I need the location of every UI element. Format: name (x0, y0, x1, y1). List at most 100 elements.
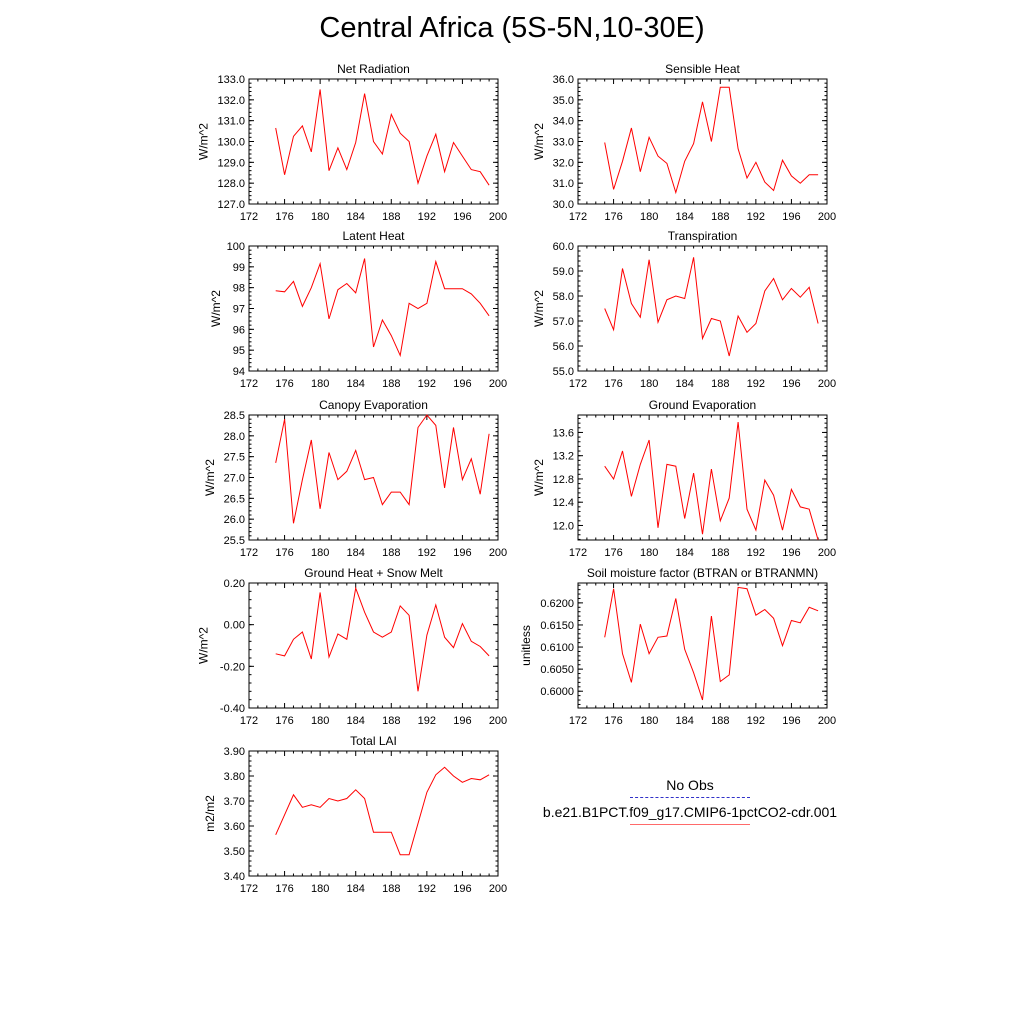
y-tick-label: 59.0 (553, 266, 574, 278)
y-axis-label: m2/m2 (203, 795, 217, 832)
y-tick-label: 12.0 (553, 520, 574, 532)
x-tick-label: 180 (640, 715, 658, 727)
chart-title: Sensible Heat (665, 62, 740, 76)
y-tick-label: 130.0 (217, 137, 245, 149)
x-tick-label: 196 (453, 378, 471, 390)
y-tick-label: 27.0 (224, 473, 245, 485)
legend-label-obs: No Obs (666, 777, 714, 793)
x-tick-label: 192 (747, 378, 765, 390)
x-tick-label: 192 (418, 883, 436, 895)
series-line-1 (604, 86, 819, 195)
x-tick-label: 192 (418, 715, 436, 727)
series-line-1 (604, 586, 819, 701)
x-tick-label: 176 (275, 378, 293, 390)
chart-panel-7: Ground Heat + Snow Melt 172 176 180 184 188 19… (197, 566, 508, 727)
y-tick-label: 97 (233, 304, 245, 316)
x-tick-label: 196 (782, 211, 800, 223)
y-tick-label: 0.6000 (540, 686, 574, 698)
chart-panel-2: Sensible Heat 172 176 180 184 188 192 196 200 30.… (532, 62, 836, 223)
y-tick-label: 0.6200 (540, 598, 574, 610)
series-line-1 (275, 766, 490, 856)
y-tick-label: 131.0 (217, 116, 245, 128)
x-tick-label: 188 (711, 378, 729, 390)
y-tick-label: 3.90 (224, 746, 245, 758)
y-tick-label: 0.6100 (540, 642, 574, 654)
x-tick-label: 192 (418, 378, 436, 390)
x-tick-label: 200 (818, 378, 836, 390)
x-tick-label: 200 (489, 211, 507, 223)
x-tick-label: 196 (453, 715, 471, 727)
y-axis-label: W/m^2 (209, 290, 223, 327)
chart-title: Net Radiation (337, 62, 410, 76)
x-tick-label: 200 (489, 883, 507, 895)
x-tick-label: 192 (418, 547, 436, 559)
plot-frame (248, 582, 499, 709)
y-tick-label: 99 (233, 262, 245, 274)
y-tick-label: 36.0 (553, 74, 574, 86)
x-tick-label: 196 (453, 211, 471, 223)
x-tick-label: 196 (453, 547, 471, 559)
y-tick-label: 94 (233, 366, 245, 378)
y-tick-label: 26.5 (224, 493, 245, 505)
y-axis-label: unitless (519, 625, 533, 666)
y-tick-label: 35.0 (553, 95, 574, 107)
y-tick-label: 3.60 (224, 821, 245, 833)
y-tick-label: 0.20 (224, 578, 245, 590)
x-tick-label: 200 (489, 378, 507, 390)
x-tick-label: 184 (347, 883, 365, 895)
x-tick-label: 188 (382, 211, 400, 223)
x-tick-label: 180 (311, 715, 329, 727)
legend-line-obs (630, 797, 750, 798)
y-tick-label: 12.4 (553, 497, 574, 509)
x-tick-label: 196 (782, 378, 800, 390)
plot-frame (248, 750, 499, 877)
x-tick-label: 176 (275, 883, 293, 895)
x-tick-label: 176 (604, 211, 622, 223)
x-tick-label: 200 (818, 715, 836, 727)
series-line-1 (275, 89, 490, 186)
chart-panel-9: Total LAI 172 176 180 184 188 192 196 200 3.40 3.5… (203, 734, 507, 895)
x-tick-label: 172 (569, 715, 587, 727)
x-tick-label: 176 (604, 547, 622, 559)
chart-title: Soil moisture factor (BTRAN or BTRANMN) (587, 566, 818, 580)
x-tick-label: 176 (275, 547, 293, 559)
y-tick-label: 27.5 (224, 452, 245, 464)
chart-title: Total LAI (350, 734, 397, 748)
y-tick-label: 13.2 (553, 451, 574, 463)
chart-title: Canopy Evaporation (319, 398, 428, 412)
y-tick-label: 3.80 (224, 771, 245, 783)
x-tick-label: 172 (569, 211, 587, 223)
x-tick-label: 196 (782, 547, 800, 559)
x-tick-label: 176 (604, 715, 622, 727)
y-tick-label: 3.70 (224, 796, 245, 808)
x-tick-label: 176 (604, 378, 622, 390)
x-tick-label: 180 (640, 547, 658, 559)
series-line-1 (604, 257, 819, 357)
y-tick-label: 3.40 (224, 871, 245, 883)
x-tick-label: 172 (240, 547, 258, 559)
y-tick-label: 0.00 (224, 620, 245, 632)
x-tick-label: 188 (711, 547, 729, 559)
y-tick-label: 127.0 (217, 199, 245, 211)
y-tick-label: 28.0 (224, 431, 245, 443)
y-tick-label: 129.0 (217, 157, 245, 169)
x-tick-label: 176 (275, 715, 293, 727)
plot-frame (248, 245, 499, 372)
y-tick-label: 128.0 (217, 178, 245, 190)
y-tick-label: 56.0 (553, 341, 574, 353)
x-tick-label: 200 (489, 715, 507, 727)
chart-panel-4: Transpiration 172 176 180 184 188 192 196 200 55.… (532, 229, 836, 390)
x-tick-label: 192 (747, 547, 765, 559)
y-tick-label: 0.6150 (540, 620, 574, 632)
x-tick-label: 172 (569, 547, 587, 559)
chart-title: Latent Heat (342, 229, 405, 243)
y-tick-label: 33.0 (553, 137, 574, 149)
chart-panel-8: Soil moisture factor (BTRAN or BTRANMN) 1… (519, 566, 836, 727)
x-tick-label: 200 (818, 547, 836, 559)
x-tick-label: 172 (240, 211, 258, 223)
y-tick-label: 57.0 (553, 316, 574, 328)
y-tick-label: -0.20 (220, 661, 245, 673)
y-tick-label: 133.0 (217, 74, 245, 86)
